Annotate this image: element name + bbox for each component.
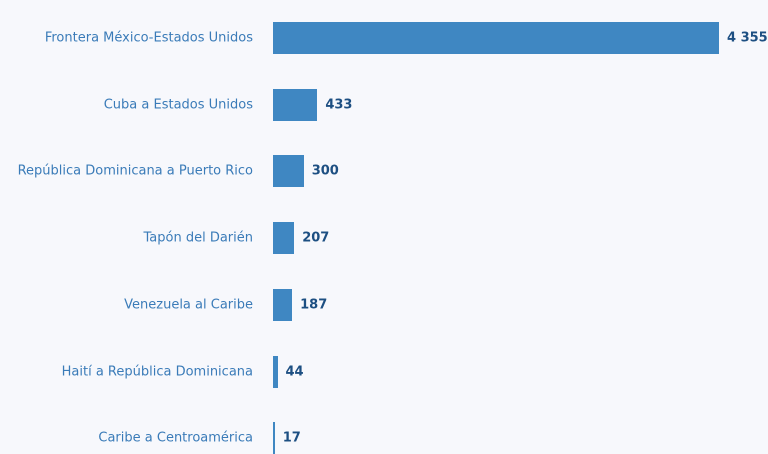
value-label: 44 [285, 364, 304, 379]
bar [273, 288, 293, 321]
category-label: Caribe a Centroamérica [98, 430, 253, 446]
category-label: Frontera México-Estados Unidos [44, 30, 253, 46]
bar [273, 155, 304, 188]
value-label: 4 355 [727, 30, 768, 46]
value-label: 300 [311, 163, 339, 179]
category-label: Venezuela al Caribe [124, 297, 253, 313]
value-label: 433 [325, 97, 353, 113]
bar [273, 422, 275, 454]
category-label: Tapón del Darién [143, 230, 254, 246]
category-label: Haití a República Dominicana [61, 364, 253, 379]
category-label: República Dominicana a Puerto Rico [17, 163, 253, 179]
value-label: 187 [300, 297, 328, 313]
bar [273, 222, 295, 255]
value-label: 17 [282, 430, 301, 446]
bar [273, 355, 278, 388]
bar [273, 22, 719, 54]
category-label: Cuba a Estados Unidos [103, 97, 253, 113]
value-label: 207 [302, 230, 330, 246]
bar [273, 88, 318, 121]
